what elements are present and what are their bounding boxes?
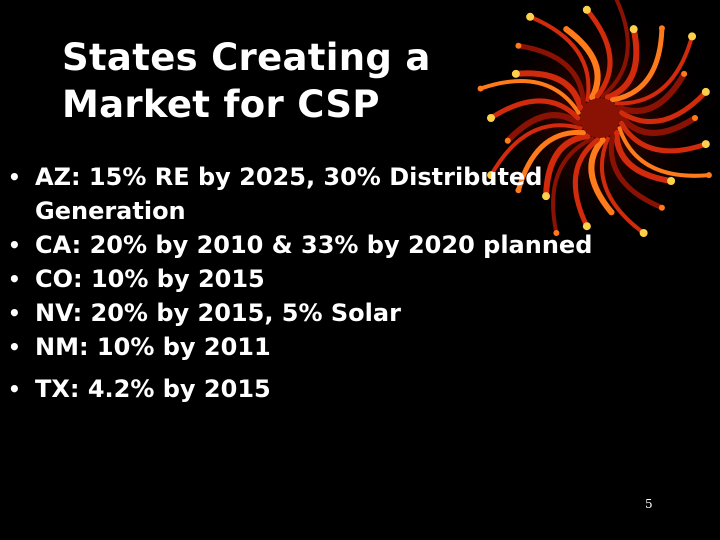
- sunburst-ray: [617, 126, 711, 178]
- bullet-text: AZ: 15% RE by 2025, 30% Distributed: [35, 163, 543, 191]
- sunburst-ray: [528, 14, 591, 102]
- sunburst-ray: [584, 7, 613, 99]
- slide-title-line-1: States Creating a: [62, 36, 431, 79]
- sunburst-ray: [504, 112, 582, 144]
- sunburst-ray-tip: [504, 137, 511, 144]
- sunburst-ray: [543, 133, 591, 200]
- sunburst-ray: [572, 137, 600, 229]
- bullet-item-co: • CO: 10% by 2015: [8, 262, 708, 296]
- sunburst-ray-tip: [701, 87, 710, 96]
- sunburst-ray-tip: [705, 172, 712, 179]
- sunburst-ray: [608, 133, 665, 211]
- sunburst-ray: [616, 70, 688, 114]
- sunburst-ray-tip: [553, 230, 560, 237]
- bullet-text: NM: 10% by 2011: [35, 333, 271, 361]
- bullet-icon: •: [8, 377, 21, 401]
- sunburst-ray-tip: [582, 5, 591, 14]
- sunburst-ray: [618, 89, 709, 125]
- bullet-icon: •: [8, 267, 21, 291]
- sunburst-core: [580, 98, 620, 138]
- bullet-icon: •: [8, 165, 21, 189]
- sunburst-ray: [515, 43, 587, 106]
- slide-title: States Creating a Market for CSP: [62, 34, 502, 128]
- sunburst-ray: [588, 136, 615, 216]
- sunburst-ray-tip: [639, 229, 648, 238]
- sunburst-ray-tip: [487, 171, 496, 180]
- sunburst-ray-tip: [667, 176, 676, 185]
- bullet-text: TX: 4.2% by 2015: [35, 375, 271, 403]
- sunburst-ray-tip: [658, 25, 665, 32]
- bullet-list: • AZ: 15% RE by 2025, 30% Distributed Ge…: [8, 160, 708, 406]
- sunburst-ray-tip: [681, 70, 688, 77]
- bullet-icon: •: [8, 233, 21, 257]
- sunburst-ray-tip: [477, 85, 484, 92]
- bullet-item-ca: • CA: 20% by 2010 & 33% by 2020 planned: [8, 228, 708, 262]
- sunburst-ray: [515, 130, 587, 193]
- sunburst-ray-tip: [692, 115, 698, 121]
- sunburst-ray-tip: [701, 140, 710, 149]
- page-number: 5: [645, 497, 653, 511]
- sunburst-ray-tip: [629, 25, 638, 34]
- sunburst-ray: [600, 0, 630, 99]
- sunburst-ray: [563, 26, 601, 101]
- bullet-item-tx: • TX: 4.2% by 2015: [8, 372, 708, 406]
- bullet-item-nv: • NV: 20% by 2015, 5% Solar: [8, 296, 708, 330]
- bullet-item-nm: • NM: 10% by 2011: [8, 330, 708, 364]
- sunburst-ray-tip: [515, 42, 522, 49]
- sunburst-ray: [478, 79, 581, 115]
- sunburst-ray: [613, 129, 675, 184]
- bullet-text: Generation: [35, 197, 186, 225]
- sunburst-ray: [551, 136, 595, 236]
- bullet-item-az-continuation: Generation: [8, 194, 708, 228]
- bullet-text: CA: 20% by 2010 & 33% by 2020 planned: [35, 231, 593, 259]
- bullet-text: NV: 20% by 2015, 5% Solar: [35, 299, 401, 327]
- sunburst-ray: [512, 70, 584, 111]
- sunburst-ray-tip: [511, 69, 520, 78]
- sunburst-ray-tip: [542, 192, 551, 201]
- bullet-icon: •: [8, 335, 21, 359]
- sunburst-ray-tip: [487, 114, 495, 122]
- sunburst-ray: [488, 98, 581, 121]
- bullet-icon: •: [8, 301, 21, 325]
- sunburst-ray-tip: [515, 187, 522, 194]
- sunburst-ray-tip: [658, 204, 665, 211]
- slide-title-line-2: Market for CSP: [62, 83, 380, 126]
- sunburst-ray: [618, 120, 709, 154]
- sunburst-ray: [604, 26, 640, 101]
- sunburst-ray-tip: [608, 209, 615, 216]
- sunburst-ray: [489, 123, 583, 178]
- sunburst-ray-tip: [582, 222, 591, 231]
- sunburst-ray-tip: [563, 26, 570, 33]
- sunburst-ray-tip: [688, 32, 697, 41]
- bullet-item-az: • AZ: 15% RE by 2025, 30% Distributed: [8, 160, 708, 194]
- sunburst-ray: [599, 136, 646, 236]
- sunburst-ray: [609, 25, 665, 103]
- sunburst-ray-tip: [526, 12, 535, 21]
- sunburst-ray: [614, 34, 695, 106]
- bullet-text: CO: 10% by 2015: [35, 265, 265, 293]
- sunburst-ray: [619, 115, 698, 136]
